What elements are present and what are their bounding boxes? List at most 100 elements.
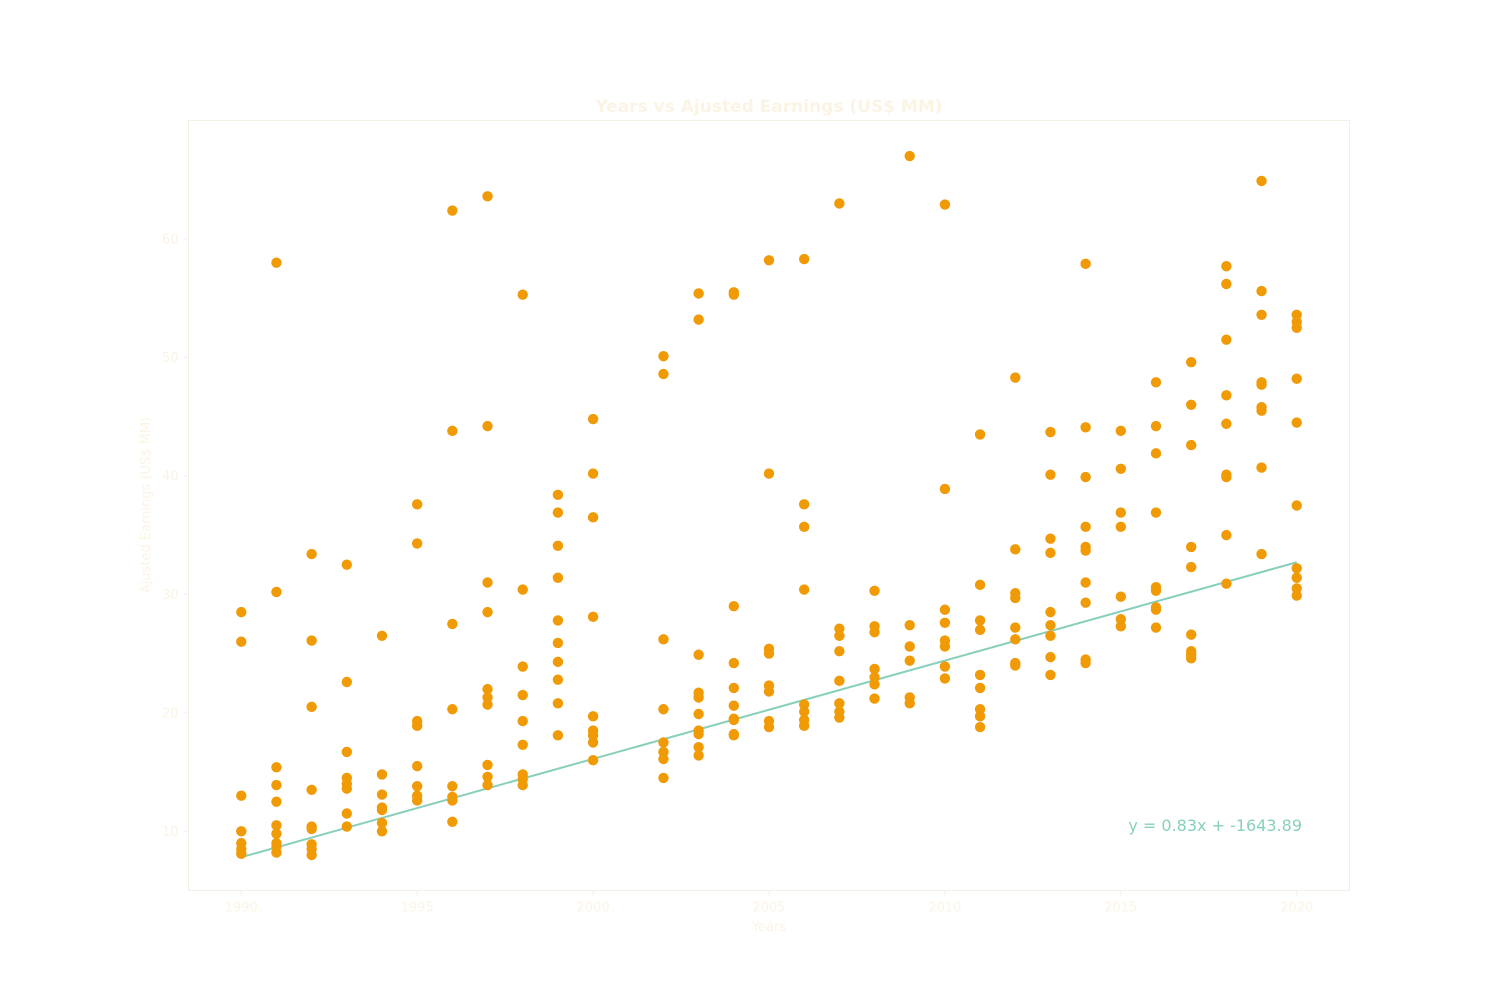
data-point <box>904 619 915 631</box>
data-point <box>1150 377 1162 388</box>
x-tick-label: 2015 <box>1104 901 1137 916</box>
data-point <box>1150 507 1162 518</box>
data-point <box>517 661 528 672</box>
data-point <box>1185 356 1197 368</box>
data-point <box>939 661 951 672</box>
data-point <box>1150 420 1162 432</box>
data-point <box>763 648 775 659</box>
data-point <box>798 584 810 595</box>
data-point <box>763 468 775 479</box>
data-point <box>1291 309 1302 320</box>
data-point <box>1150 622 1162 633</box>
data-point <box>587 413 599 425</box>
data-point <box>552 656 564 668</box>
data-point <box>306 823 317 835</box>
data-point <box>693 692 704 703</box>
data-point <box>1115 591 1127 602</box>
data-point <box>974 704 986 715</box>
data-point <box>974 682 986 694</box>
data-point <box>728 657 740 669</box>
data-point <box>1256 285 1267 297</box>
data-point <box>1291 500 1302 511</box>
data-point <box>658 746 669 758</box>
data-point <box>1080 422 1091 433</box>
data-point <box>482 692 493 703</box>
data-point <box>517 584 528 595</box>
data-point <box>658 351 669 362</box>
data-point <box>1185 629 1197 640</box>
data-point <box>271 779 282 791</box>
data-point <box>1291 572 1302 583</box>
data-point <box>341 746 353 758</box>
data-point <box>939 673 951 684</box>
data-point <box>587 512 599 523</box>
data-point <box>271 847 282 858</box>
data-point <box>1256 548 1267 560</box>
data-point <box>482 606 493 618</box>
data-point <box>1291 590 1302 601</box>
data-point <box>271 586 282 598</box>
data-point <box>376 769 388 780</box>
data-point <box>1080 545 1091 556</box>
data-point <box>763 721 775 733</box>
data-point <box>1115 463 1127 474</box>
data-point <box>1221 578 1232 589</box>
data-point <box>1115 521 1127 533</box>
data-point <box>587 711 599 722</box>
data-point <box>1256 379 1267 390</box>
data-point <box>693 750 704 761</box>
data-point <box>798 706 810 717</box>
data-point <box>1045 630 1056 642</box>
data-point <box>1291 583 1302 594</box>
data-point <box>306 701 317 713</box>
data-point <box>341 808 353 819</box>
data-point <box>271 828 282 839</box>
data-point <box>763 255 775 266</box>
data-point <box>587 754 599 766</box>
data-point <box>1221 390 1232 401</box>
y-axis: 10 20 30 40 50 60 <box>162 232 189 840</box>
data-point <box>552 730 564 741</box>
data-point <box>693 741 704 753</box>
data-point <box>1115 614 1127 625</box>
data-point <box>939 483 951 495</box>
data-point <box>1045 533 1056 544</box>
data-points <box>236 150 1302 861</box>
data-point <box>1045 669 1056 681</box>
data-point <box>974 429 986 440</box>
data-point <box>1045 426 1056 438</box>
data-point <box>693 728 704 740</box>
data-point <box>1080 258 1091 270</box>
data-point <box>411 538 423 549</box>
data-point <box>1045 619 1056 631</box>
data-point <box>869 585 880 596</box>
data-point <box>798 699 810 710</box>
data-point <box>236 826 247 837</box>
data-point <box>1291 373 1302 384</box>
data-point <box>1010 622 1021 633</box>
trend-line <box>241 561 1297 859</box>
data-point <box>974 579 986 591</box>
data-point <box>411 760 423 772</box>
data-point <box>869 672 880 683</box>
data-point <box>939 617 951 628</box>
data-point <box>411 781 423 792</box>
data-point <box>447 425 458 437</box>
data-point <box>271 257 282 268</box>
data-point <box>1010 634 1021 645</box>
data-point <box>482 699 493 710</box>
data-point <box>869 679 880 690</box>
data-point <box>1221 334 1232 345</box>
data-point <box>236 606 247 618</box>
data-point <box>904 698 915 709</box>
data-point <box>341 559 353 570</box>
x-tick-label: 2020 <box>1280 901 1313 916</box>
y-tick-label: 50 <box>162 351 179 366</box>
data-point <box>1221 529 1232 541</box>
data-point <box>1080 471 1091 483</box>
data-point <box>341 821 353 832</box>
data-point <box>552 489 564 501</box>
data-point <box>939 604 951 615</box>
data-point <box>693 314 704 325</box>
data-point <box>447 795 458 806</box>
